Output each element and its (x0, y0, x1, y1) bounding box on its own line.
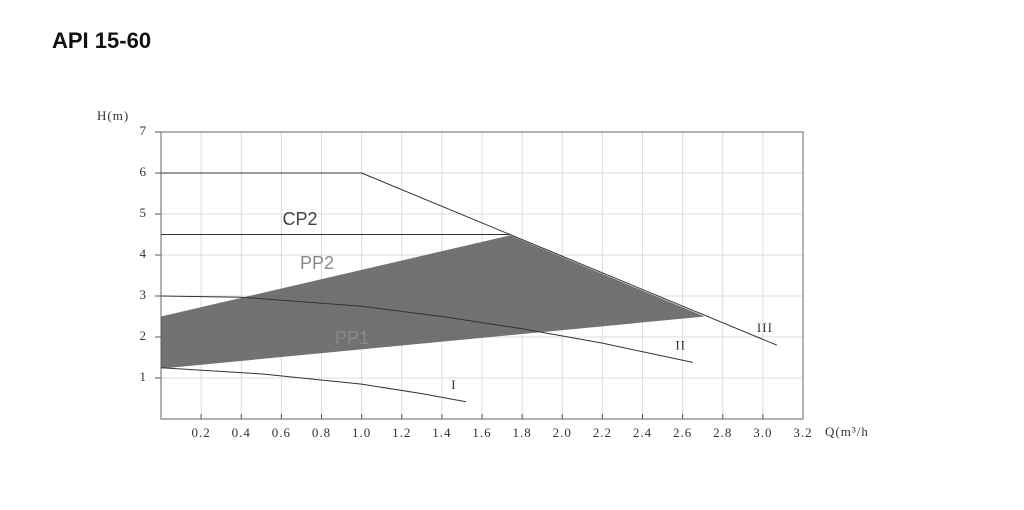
x-tick-label: 0.8 (312, 425, 331, 440)
region-label: CP2 (282, 209, 317, 229)
x-tick-label: 2.2 (593, 425, 612, 440)
curve-label: III (757, 320, 773, 335)
y-tick-label: 6 (140, 164, 148, 179)
x-tick-label: 2.4 (633, 425, 652, 440)
curve-label: II (675, 337, 686, 352)
x-tick-label: 0.2 (192, 425, 211, 440)
chart-title: API 15-60 (52, 28, 151, 53)
x-tick-label: 1.6 (472, 425, 491, 440)
x-tick-label: 1.2 (392, 425, 411, 440)
x-tick-label: 1.8 (513, 425, 532, 440)
x-tick-label: 2.0 (553, 425, 572, 440)
x-axis-label: Q(m³/h (825, 424, 869, 439)
x-tick-label: 0.6 (272, 425, 291, 440)
x-tick-label: 2.6 (673, 425, 692, 440)
y-tick-label: 5 (140, 205, 148, 220)
operating-area (161, 235, 705, 369)
y-axis-label: H(m) (97, 108, 129, 123)
curve-label: I (451, 377, 456, 392)
x-tick-label: 3.0 (753, 425, 772, 440)
x-tick-label: 1.0 (352, 425, 371, 440)
y-tick-label: 1 (140, 369, 148, 384)
x-tick-label: 1.4 (432, 425, 451, 440)
y-tick-label: 3 (140, 287, 148, 302)
x-tick-label: 2.8 (713, 425, 732, 440)
curve (160, 295, 693, 363)
region-label: PP2 (300, 253, 334, 273)
curve (161, 172, 778, 346)
y-tick-label: 4 (140, 246, 148, 261)
y-tick-label: 2 (140, 328, 148, 343)
x-tick-label: 3.2 (793, 425, 812, 440)
x-tick-label: 0.4 (232, 425, 251, 440)
y-tick-label: 7 (140, 123, 148, 138)
region-label: PP1 (335, 328, 369, 348)
plot-frame (160, 131, 804, 420)
curve (160, 367, 467, 403)
